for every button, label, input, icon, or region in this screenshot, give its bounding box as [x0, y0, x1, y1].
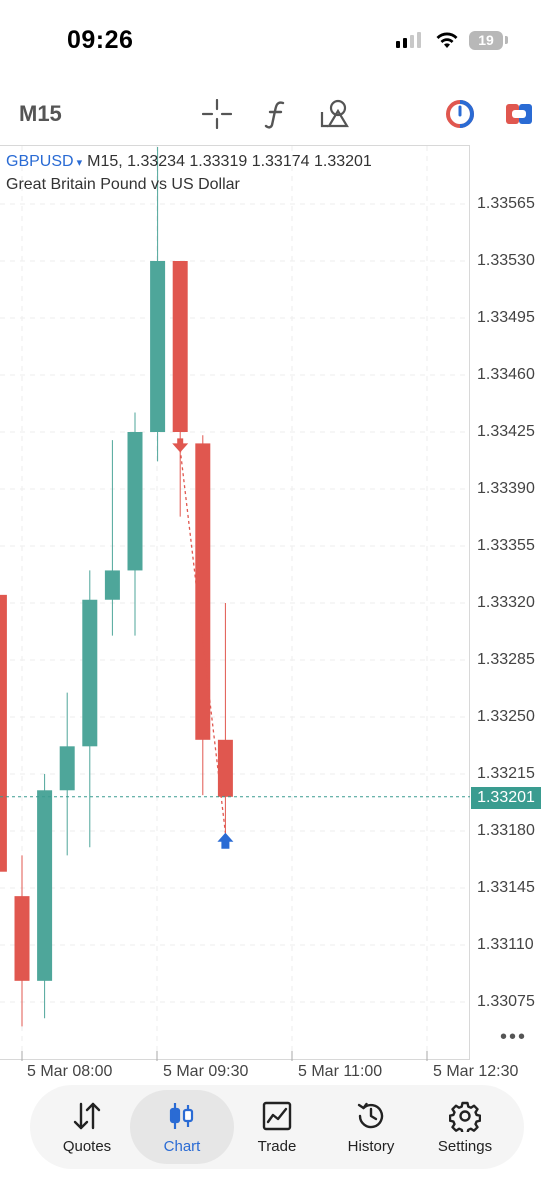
- price-tick: 1.33460: [477, 366, 535, 383]
- battery-indicator: 19: [469, 31, 503, 50]
- one-click-trading-icon[interactable]: [501, 96, 537, 132]
- more-options-icon[interactable]: •••: [500, 1026, 528, 1048]
- bull-candle: [127, 432, 143, 571]
- bear-candle: [217, 739, 233, 797]
- status-time: 09:26: [67, 26, 134, 54]
- tab-quotes-label: Quotes: [62, 1137, 112, 1155]
- battery-tip: [505, 36, 508, 44]
- bull-candle: [104, 570, 120, 600]
- candlestick-chart[interactable]: [0, 146, 470, 1061]
- symbol-description: Great Britain Pound vs US Dollar: [6, 176, 240, 193]
- price-tick: 1.33215: [477, 765, 535, 782]
- price-tick: 1.33075: [477, 993, 535, 1010]
- price-tick: 1.33180: [477, 822, 535, 839]
- price-tick: 1.33565: [477, 195, 535, 212]
- sell-arrow-marker: [172, 438, 189, 453]
- time-tick: 5 Mar 08:00: [27, 1063, 113, 1080]
- price-tick: 1.33425: [477, 423, 535, 440]
- ohlc-values: M15, 1.33234 1.33319 1.33174 1.33201: [87, 153, 372, 170]
- trade-icon: [262, 1101, 292, 1130]
- trade-link-line: [179, 449, 227, 833]
- tab-quotes[interactable]: Quotes: [40, 1085, 134, 1169]
- time-tick: 5 Mar 12:30: [433, 1063, 519, 1080]
- trade-signals-icon[interactable]: [442, 96, 478, 132]
- price-tick: 1.33355: [477, 537, 535, 554]
- indicators-icon[interactable]: [258, 96, 294, 132]
- chart-icon: [169, 1102, 194, 1129]
- bull-candle: [37, 790, 53, 981]
- current-price-label: 1.33201: [471, 787, 541, 809]
- price-tick: 1.33390: [477, 480, 535, 497]
- price-tick: 1.33495: [477, 309, 535, 326]
- buy-arrow-marker: [217, 832, 234, 849]
- crosshair-icon[interactable]: [199, 96, 235, 132]
- time-tick: 5 Mar 11:00: [298, 1063, 383, 1080]
- bull-candle: [59, 746, 75, 791]
- price-tick: 1.33320: [477, 594, 535, 611]
- tab-history-label: History: [347, 1137, 395, 1155]
- bear-candle: [172, 261, 188, 432]
- bull-candle: [82, 599, 98, 747]
- tab-history[interactable]: History: [324, 1085, 418, 1169]
- chart-info: GBPUSD ▾ M15, 1.33234 1.33319 1.33174 1.33…: [6, 151, 372, 196]
- wifi-icon: [436, 32, 458, 48]
- price-tick: 1.33145: [477, 879, 535, 896]
- bear-candle: [14, 896, 30, 981]
- tab-trade[interactable]: Trade: [230, 1085, 324, 1169]
- tab-settings-label: Settings: [437, 1137, 493, 1155]
- chart-toolbar: M15: [0, 88, 554, 140]
- price-chart[interactable]: [0, 145, 470, 1061]
- settings-icon: [449, 1101, 481, 1132]
- symbol-name[interactable]: GBPUSD: [6, 153, 74, 170]
- price-tick: 1.33250: [477, 708, 535, 725]
- bull-candle: [150, 261, 166, 432]
- cellular-signal-icon: [396, 32, 421, 48]
- symbol-dropdown-icon[interactable]: ▾: [76, 157, 83, 169]
- tab-trade-label: Trade: [257, 1137, 297, 1155]
- bear-candle: [0, 594, 7, 872]
- tab-chart-label: Chart: [163, 1137, 201, 1155]
- tab-settings[interactable]: Settings: [418, 1085, 512, 1169]
- price-tick: 1.33110: [477, 936, 534, 953]
- history-icon: [357, 1102, 384, 1128]
- objects-icon[interactable]: [317, 96, 353, 132]
- price-tick: 1.33285: [477, 651, 535, 668]
- bottom-nav: Quotes Chart Trade History Settings: [30, 1085, 524, 1169]
- status-bar: 09:26 19: [0, 0, 554, 80]
- quotes-icon: [73, 1102, 101, 1129]
- tab-chart[interactable]: Chart: [130, 1090, 234, 1164]
- price-tick: 1.33530: [477, 252, 535, 269]
- timeframe-button[interactable]: M15: [19, 101, 62, 126]
- time-tick: 5 Mar 09:30: [163, 1063, 249, 1080]
- bear-candle: [195, 443, 211, 740]
